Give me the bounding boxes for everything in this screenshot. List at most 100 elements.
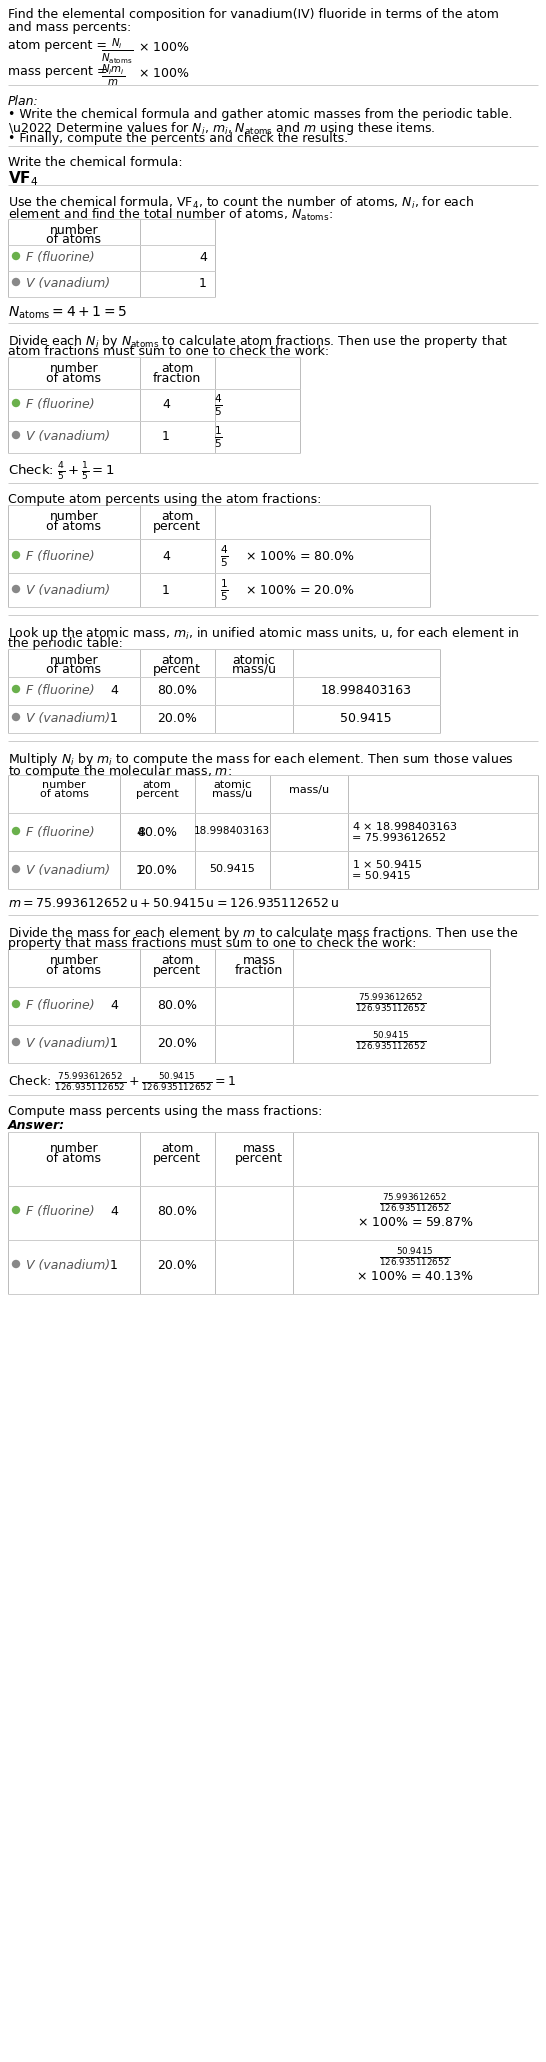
Circle shape — [13, 1000, 20, 1008]
Text: mass/u: mass/u — [289, 786, 329, 796]
Text: element and find the total number of atoms, $N_{\mathrm{atoms}}$:: element and find the total number of ato… — [8, 206, 333, 223]
Text: = 75.993612652: = 75.993612652 — [352, 833, 446, 843]
Text: = 50.9415: = 50.9415 — [352, 870, 411, 880]
Text: of atoms: of atoms — [46, 1153, 102, 1165]
Text: 20.0%: 20.0% — [157, 711, 197, 726]
Text: and mass percents:: and mass percents: — [8, 21, 131, 33]
Circle shape — [13, 1039, 20, 1045]
Text: mass/u: mass/u — [212, 790, 252, 798]
Circle shape — [13, 713, 20, 720]
Text: F (fluorine): F (fluorine) — [26, 685, 94, 697]
Text: fraction: fraction — [235, 965, 283, 977]
Text: mass percent =: mass percent = — [8, 66, 111, 78]
Text: $\times$ 100% = 20.0%: $\times$ 100% = 20.0% — [245, 584, 355, 598]
Text: percent: percent — [235, 1153, 283, 1165]
Text: 4: 4 — [136, 827, 144, 839]
Text: of atoms: of atoms — [46, 965, 102, 977]
Text: atom percent =: atom percent = — [8, 39, 111, 52]
Text: $\frac{N_i}{N_{\mathrm{atoms}}}$: $\frac{N_i}{N_{\mathrm{atoms}}}$ — [101, 37, 133, 66]
Text: V (vanadium): V (vanadium) — [26, 276, 110, 291]
Text: 80.0%: 80.0% — [157, 998, 197, 1012]
Text: $\times$ 100%: $\times$ 100% — [138, 41, 189, 54]
Text: Check: $\frac{4}{5} + \frac{1}{5} = 1$: Check: $\frac{4}{5} + \frac{1}{5} = 1$ — [8, 462, 114, 483]
Text: 1: 1 — [110, 711, 118, 726]
Text: 80.0%: 80.0% — [157, 1204, 197, 1219]
Text: Multiply $N_i$ by $m_i$ to compute the mass for each element. Then sum those val: Multiply $N_i$ by $m_i$ to compute the m… — [8, 751, 514, 767]
Text: atom: atom — [161, 654, 193, 666]
Text: atom: atom — [161, 363, 193, 375]
Text: Divide each $N_i$ by $N_{\mathrm{atoms}}$ to calculate atom fractions. Then use : Divide each $N_i$ by $N_{\mathrm{atoms}}… — [8, 332, 508, 351]
Text: number: number — [50, 955, 98, 967]
Text: 20.0%: 20.0% — [157, 1260, 197, 1272]
Text: 1: 1 — [199, 276, 207, 291]
Text: $\frac{50.9415}{126.935112652}$: $\frac{50.9415}{126.935112652}$ — [379, 1245, 451, 1268]
Text: to compute the molecular mass, $m$:: to compute the molecular mass, $m$: — [8, 763, 232, 779]
Text: 20.0%: 20.0% — [157, 1037, 197, 1050]
Text: mass: mass — [242, 1142, 275, 1155]
Text: number: number — [50, 363, 98, 375]
Text: percent: percent — [153, 520, 201, 532]
Text: $\frac{4}{5}$: $\frac{4}{5}$ — [213, 392, 222, 419]
Text: fraction: fraction — [153, 371, 201, 386]
Text: 1: 1 — [162, 431, 170, 443]
Text: $\frac{1}{5}$: $\frac{1}{5}$ — [220, 577, 229, 602]
Text: Compute mass percents using the mass fractions:: Compute mass percents using the mass fra… — [8, 1105, 322, 1118]
Text: $\times$ 100% = 80.0%: $\times$ 100% = 80.0% — [245, 551, 355, 563]
Text: 4: 4 — [110, 998, 118, 1012]
Text: atom: atom — [143, 779, 171, 790]
Text: 18.998403163: 18.998403163 — [321, 685, 412, 697]
Text: F (fluorine): F (fluorine) — [26, 1204, 94, 1219]
Text: atom: atom — [161, 955, 193, 967]
Text: of atoms: of atoms — [46, 520, 102, 532]
Text: of atoms: of atoms — [46, 371, 102, 386]
Circle shape — [13, 1206, 20, 1215]
Text: • Write the chemical formula and gather atomic masses from the periodic table.: • Write the chemical formula and gather … — [8, 107, 513, 122]
Text: F (fluorine): F (fluorine) — [26, 252, 94, 264]
Text: 1: 1 — [162, 584, 170, 598]
Text: number: number — [42, 779, 86, 790]
Text: 80.0%: 80.0% — [137, 827, 177, 839]
Text: percent: percent — [135, 790, 179, 798]
Text: F (fluorine): F (fluorine) — [26, 551, 94, 563]
Circle shape — [13, 252, 20, 260]
Text: $\times$ 100% = 59.87%: $\times$ 100% = 59.87% — [357, 1217, 473, 1229]
Text: V (vanadium): V (vanadium) — [26, 711, 110, 726]
Text: mass/u: mass/u — [232, 664, 276, 676]
Text: property that mass fractions must sum to one to check the work:: property that mass fractions must sum to… — [8, 936, 417, 951]
Text: percent: percent — [153, 965, 201, 977]
Text: 4 $\times$ 18.998403163: 4 $\times$ 18.998403163 — [352, 821, 458, 831]
Text: 4: 4 — [199, 252, 207, 264]
Text: atomic: atomic — [213, 779, 251, 790]
Text: of atoms: of atoms — [46, 664, 102, 676]
Text: Look up the atomic mass, $m_i$, in unified atomic mass units, u, for each elemen: Look up the atomic mass, $m_i$, in unifi… — [8, 625, 520, 641]
Text: V (vanadium): V (vanadium) — [26, 864, 110, 876]
Text: Use the chemical formula, VF$_4$, to count the number of atoms, $N_i$, for each: Use the chemical formula, VF$_4$, to cou… — [8, 196, 474, 210]
Circle shape — [13, 685, 20, 693]
Text: Compute atom percents using the atom fractions:: Compute atom percents using the atom fra… — [8, 493, 322, 505]
Text: Find the elemental composition for vanadium(IV) fluoride in terms of the atom: Find the elemental composition for vanad… — [8, 8, 499, 21]
Text: 4: 4 — [162, 398, 170, 410]
Text: 80.0%: 80.0% — [157, 685, 197, 697]
Text: $\frac{1}{5}$: $\frac{1}{5}$ — [213, 425, 222, 450]
Text: 1: 1 — [110, 1260, 118, 1272]
Text: 1: 1 — [110, 1037, 118, 1050]
Text: 50.9415: 50.9415 — [340, 711, 392, 726]
Text: 1 $\times$ 50.9415: 1 $\times$ 50.9415 — [352, 858, 423, 870]
Text: $N_{\mathrm{atoms}} = 4 + 1 = 5$: $N_{\mathrm{atoms}} = 4 + 1 = 5$ — [8, 305, 127, 322]
Text: V (vanadium): V (vanadium) — [26, 584, 110, 598]
Text: atomic: atomic — [233, 654, 275, 666]
Text: V (vanadium): V (vanadium) — [26, 1037, 110, 1050]
Circle shape — [13, 827, 20, 835]
Text: 1: 1 — [136, 864, 144, 876]
Text: atom: atom — [161, 509, 193, 524]
Text: number: number — [50, 1142, 98, 1155]
Text: Check: $\frac{75.993612652}{126.935112652} + \frac{50.9415}{126.935112652} = 1$: Check: $\frac{75.993612652}{126.93511265… — [8, 1070, 236, 1093]
Text: 20.0%: 20.0% — [137, 864, 177, 876]
Text: $\times$ 100%: $\times$ 100% — [138, 66, 189, 80]
Text: 4: 4 — [110, 685, 118, 697]
Text: the periodic table:: the periodic table: — [8, 637, 123, 650]
Circle shape — [13, 551, 20, 559]
Text: F (fluorine): F (fluorine) — [26, 398, 94, 410]
Text: number: number — [50, 654, 98, 666]
Circle shape — [13, 866, 20, 872]
